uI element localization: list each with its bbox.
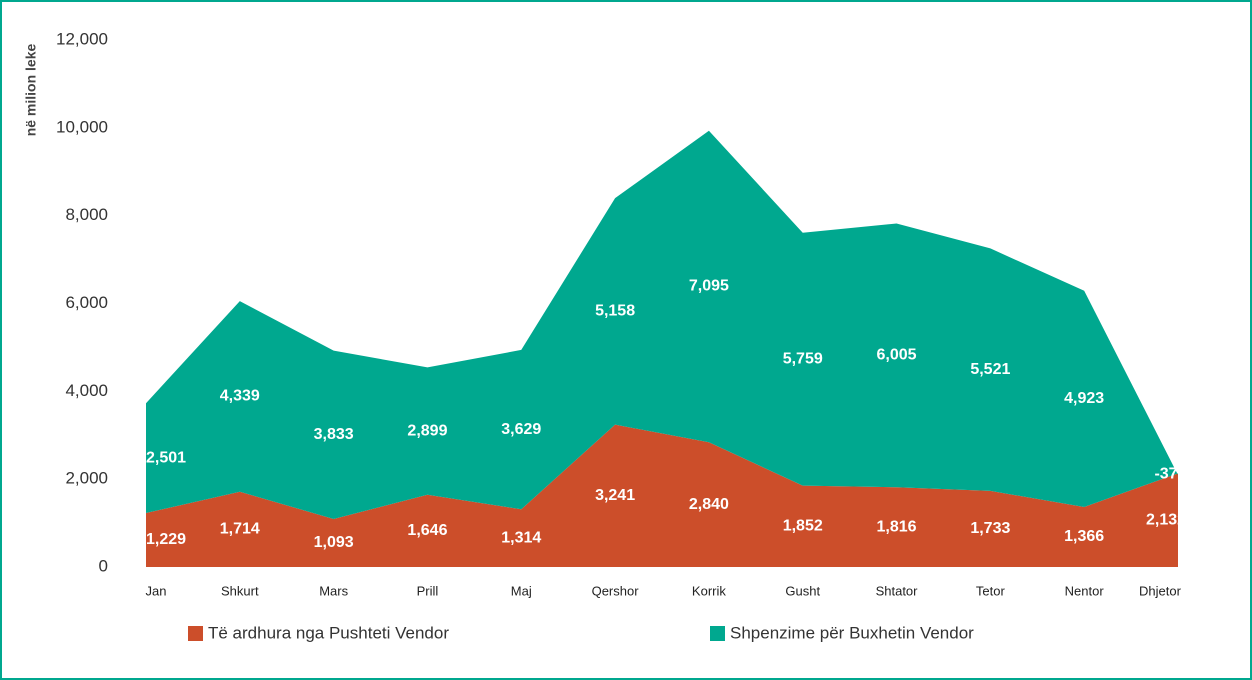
data-label: 2,840: [689, 496, 729, 513]
data-label: 4,923: [1064, 390, 1104, 407]
x-tick-label: Nentor: [1065, 583, 1105, 598]
data-label: 1,714: [220, 521, 260, 538]
x-tick-label: Dhjetor: [1139, 583, 1182, 598]
legend-swatch: [188, 626, 203, 641]
data-label: 5,759: [783, 350, 823, 367]
legend-label: Shpenzime për Buxhetin Vendor: [730, 623, 974, 642]
data-label: 5,158: [595, 303, 635, 320]
y-axis-label: në milion leke: [23, 43, 39, 136]
data-label: 1,816: [877, 518, 917, 535]
x-tick-label: Mars: [319, 583, 348, 598]
data-label: 4,339: [220, 388, 260, 405]
y-tick-label: 10,000: [56, 117, 108, 136]
data-label: -37: [1154, 465, 1177, 482]
data-label: 1,314: [501, 529, 541, 546]
area: [146, 424, 1178, 567]
y-tick-label: 2,000: [65, 469, 108, 488]
data-label: 5,521: [970, 361, 1010, 378]
area: [146, 130, 1178, 519]
data-label: 1,093: [314, 534, 354, 551]
y-tick-label: 12,000: [56, 29, 108, 48]
x-tick-label: Prill: [417, 583, 439, 598]
data-label: 1,852: [783, 518, 823, 535]
x-tick-label: Qershor: [592, 583, 640, 598]
x-tick-label: Maj: [511, 583, 532, 598]
data-label: 3,629: [501, 421, 541, 438]
data-label: 1,646: [407, 522, 447, 539]
legend-swatch: [710, 626, 725, 641]
legend-label: Të ardhura nga Pushteti Vendor: [208, 623, 449, 642]
data-label: 1,733: [970, 520, 1010, 537]
data-label: 3,833: [314, 426, 354, 443]
x-tick-label: Jan: [146, 583, 167, 598]
data-label: 3,241: [595, 487, 635, 504]
x-tick-label: Korrik: [692, 583, 726, 598]
data-label: 2,132: [1146, 511, 1186, 528]
y-tick-label: 4,000: [65, 381, 108, 400]
y-tick-label: 6,000: [65, 293, 108, 312]
x-tick-label: Tetor: [976, 583, 1006, 598]
x-tick-label: Shkurt: [221, 583, 259, 598]
y-tick-label: 0: [99, 556, 108, 575]
data-label: 2,899: [407, 422, 447, 439]
x-tick-label: Gusht: [785, 583, 820, 598]
data-label: 6,005: [877, 347, 917, 364]
data-label: 2,501: [146, 449, 186, 466]
data-label: 1,366: [1064, 528, 1104, 545]
data-label: 7,095: [689, 278, 729, 295]
x-tick-label: Shtator: [876, 583, 919, 598]
data-label: 1,229: [146, 531, 186, 548]
y-tick-label: 8,000: [65, 205, 108, 224]
